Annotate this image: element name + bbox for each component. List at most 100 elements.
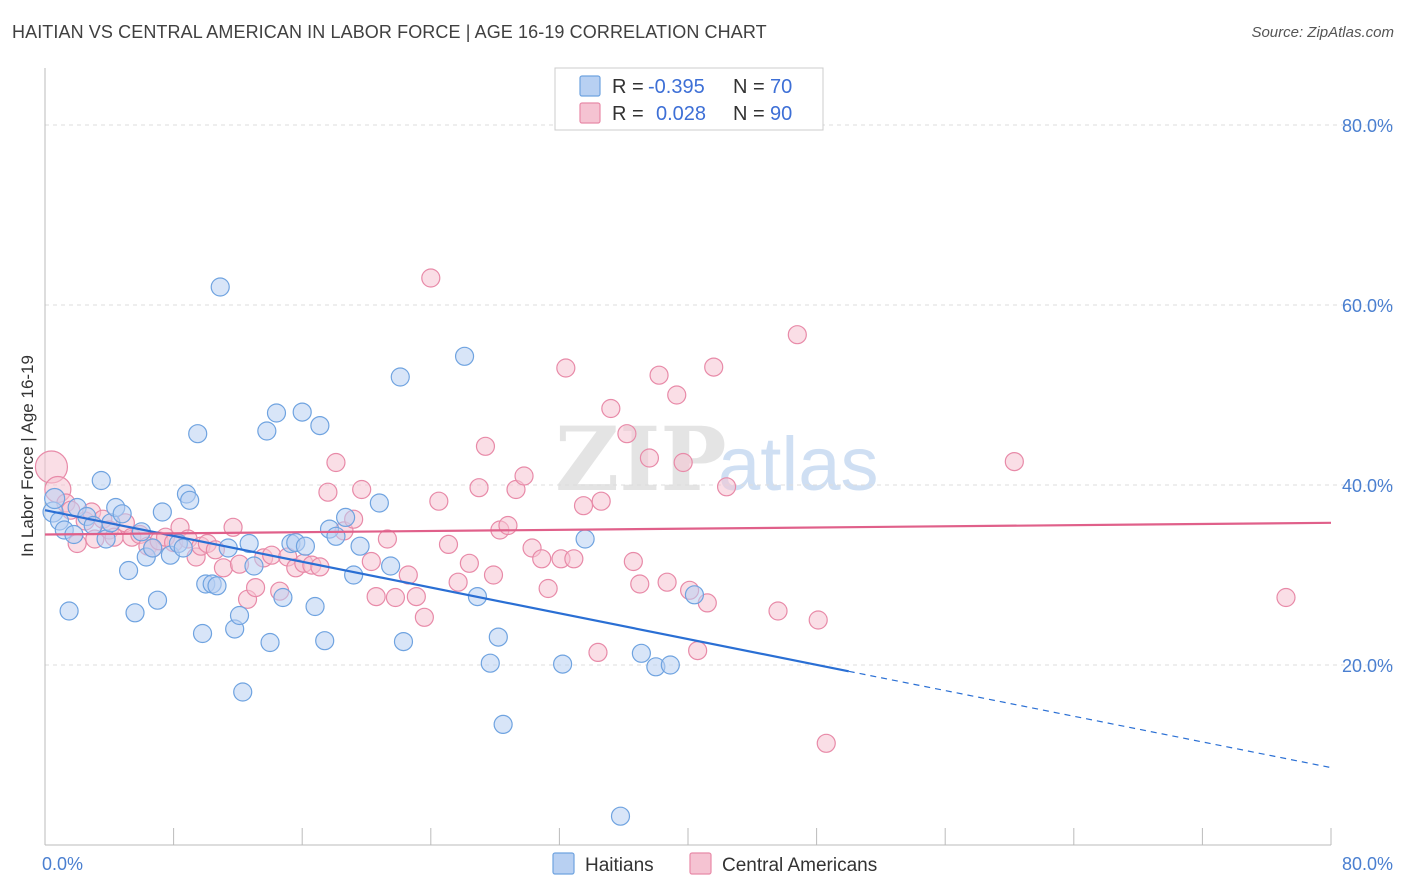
point-haitians xyxy=(173,538,193,558)
point-haitians xyxy=(326,526,346,546)
y-tick-labels: 20.0% 40.0% 60.0% 80.0% xyxy=(1342,116,1393,676)
point-haitians xyxy=(310,416,330,436)
x-tick-label: 0.0% xyxy=(42,854,83,874)
x-tick-label: 80.0% xyxy=(1342,854,1393,874)
point-central-americans xyxy=(438,534,459,555)
bottom-legend-label-central-americans: Central Americans xyxy=(722,855,877,876)
point-central-americans xyxy=(245,577,266,598)
trend-line-haitians xyxy=(44,509,849,673)
point-haitians xyxy=(244,556,264,576)
point-haitians xyxy=(266,403,287,423)
point-central-americans xyxy=(617,424,637,444)
point-haitians xyxy=(112,504,132,524)
legend-n-label-1: N = xyxy=(733,76,765,98)
point-haitians xyxy=(488,627,508,647)
point-haitians xyxy=(480,653,500,673)
point-central-americans xyxy=(556,358,576,378)
point-central-americans xyxy=(1276,587,1296,608)
point-haitians xyxy=(344,565,364,585)
point-haitians xyxy=(233,682,253,702)
point-central-americans xyxy=(326,452,346,473)
point-central-americans xyxy=(213,558,234,578)
point-central-americans xyxy=(588,642,608,663)
point-central-americans xyxy=(366,586,386,607)
point-haitians xyxy=(260,632,280,653)
point-central-americans xyxy=(667,385,687,405)
point-central-americans xyxy=(514,466,534,486)
y-tick-label: 20.0% xyxy=(1342,656,1393,676)
point-central-americans xyxy=(564,549,584,569)
stats-legend: R = -0.395 N = 70 R = 0.028 N = 90 xyxy=(554,67,824,131)
legend-r-label-2: R = xyxy=(612,103,644,125)
point-central-americans xyxy=(630,574,650,594)
point-central-americans xyxy=(377,529,397,549)
point-haitians xyxy=(292,402,312,422)
point-haitians xyxy=(393,631,414,652)
point-central-americans xyxy=(429,491,449,511)
point-haitians xyxy=(257,421,277,441)
legend-n-value-2: 90 xyxy=(770,103,792,125)
point-haitians xyxy=(188,424,208,444)
legend-n-value-1: 70 xyxy=(770,76,792,98)
point-haitians xyxy=(210,277,230,297)
x-tick-labels: 0.0% 80.0% xyxy=(42,854,1393,874)
point-central-americans xyxy=(459,553,479,573)
point-central-americans xyxy=(352,479,372,500)
point-haitians xyxy=(44,487,66,510)
point-central-americans xyxy=(649,365,669,385)
point-haitians xyxy=(91,470,111,491)
trend-line-central-americans xyxy=(44,521,1332,536)
point-haitians xyxy=(610,806,631,826)
point-central-americans xyxy=(361,551,381,572)
point-haitians xyxy=(369,493,389,513)
point-central-americans xyxy=(385,587,406,608)
point-haitians xyxy=(315,631,335,651)
point-central-americans xyxy=(538,578,558,599)
point-central-americans xyxy=(483,565,504,585)
point-haitians xyxy=(493,714,513,735)
point-haitians xyxy=(390,367,410,387)
point-central-americans xyxy=(657,572,677,592)
point-haitians xyxy=(125,603,145,623)
y-tick-label: 40.0% xyxy=(1342,476,1393,496)
point-haitians xyxy=(180,490,200,510)
bottom-legend-swatch-haitians xyxy=(552,852,575,875)
point-central-americans xyxy=(623,551,643,572)
point-haitians xyxy=(239,533,259,554)
point-haitians xyxy=(152,502,172,522)
series-legend: Haitians Central Americans xyxy=(552,852,877,876)
point-haitians xyxy=(336,507,356,528)
point-central-americans xyxy=(768,601,788,621)
point-haitians xyxy=(192,623,213,644)
point-central-americans xyxy=(704,357,724,377)
point-haitians xyxy=(631,643,651,663)
series-haitians xyxy=(42,277,705,826)
point-central-americans xyxy=(414,607,434,627)
point-central-americans xyxy=(673,452,693,473)
y-axis-label: In Labor Force | Age 16-19 xyxy=(18,355,37,557)
y-tick-label: 80.0% xyxy=(1342,116,1393,136)
point-haitians xyxy=(305,596,325,617)
point-haitians xyxy=(273,587,293,608)
point-central-americans xyxy=(318,482,338,502)
point-haitians xyxy=(350,536,370,556)
watermark-atlas: atlas xyxy=(718,422,879,507)
point-haitians xyxy=(660,655,680,675)
point-haitians xyxy=(553,654,573,674)
point-central-americans xyxy=(475,436,496,456)
point-central-americans xyxy=(787,325,807,345)
point-central-americans xyxy=(1004,452,1024,472)
bottom-legend-label-haitians: Haitians xyxy=(585,855,654,876)
legend-n-label-2: N = xyxy=(733,103,765,125)
point-central-americans xyxy=(573,496,594,516)
y-tick-label: 60.0% xyxy=(1342,296,1393,316)
point-central-americans xyxy=(406,586,426,607)
point-haitians xyxy=(575,529,595,549)
legend-swatch-haitians xyxy=(579,75,601,97)
point-central-americans xyxy=(601,398,621,419)
point-central-americans xyxy=(498,515,518,536)
point-central-americans xyxy=(469,478,489,498)
source-credit: Source: ZipAtlas.com xyxy=(1251,24,1394,41)
point-haitians xyxy=(229,605,250,626)
